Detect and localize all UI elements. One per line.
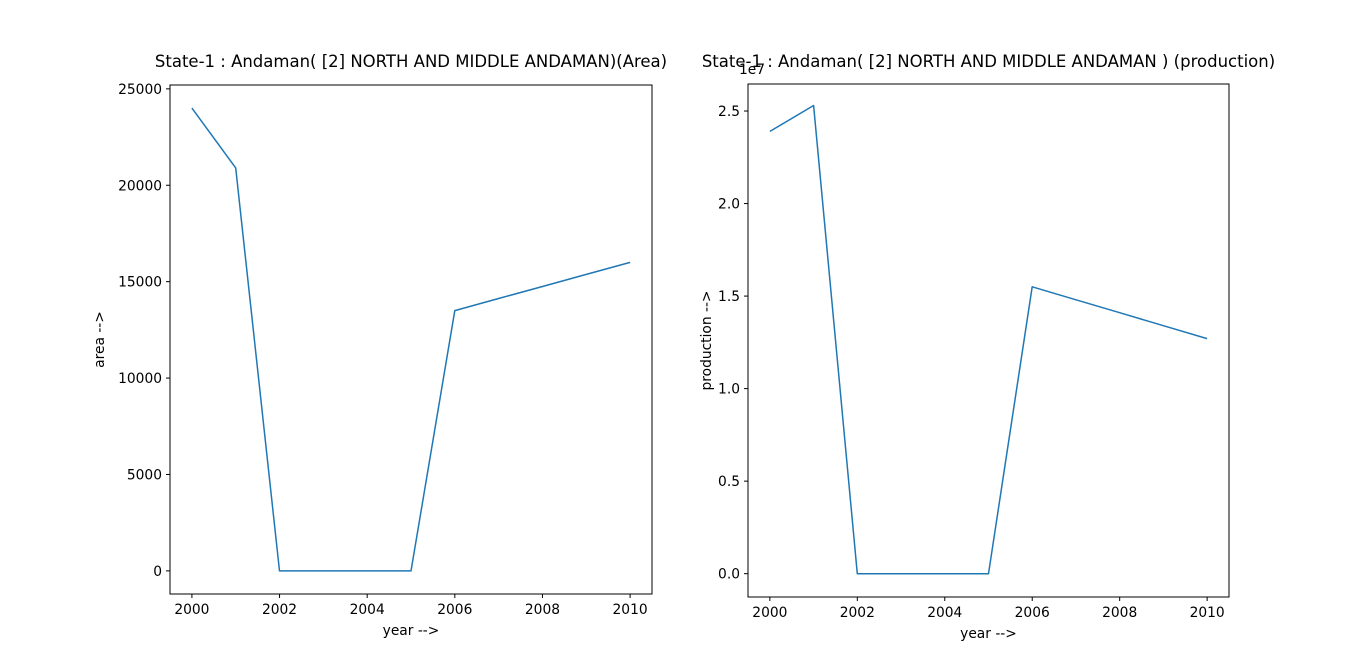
data-line-series	[191, 107, 631, 572]
x-tick-label: 2000	[174, 602, 209, 618]
area-chart-title: State-1 : Andaman( [2] NORTH AND MIDDLE …	[154, 52, 668, 71]
y-tick-label: 1.0	[718, 382, 740, 398]
y-tick-label: 0.5	[718, 474, 740, 490]
x-tick-label: 2006	[1015, 605, 1050, 621]
y-tick-label: 5000	[127, 467, 162, 483]
y-tick-label: 1.5	[718, 289, 740, 305]
y-axis-offset-1e7-label: 1e7	[739, 62, 766, 78]
x-axis-label: year -->	[960, 626, 1017, 642]
y-axis-label: production -->	[699, 291, 715, 391]
x-tick-label: 2006	[437, 602, 472, 618]
x-tick-label: 2000	[752, 605, 787, 621]
y-tick-label: 10000	[118, 371, 162, 387]
x-tick-label: 2008	[1102, 605, 1137, 621]
y-tick-label: 2.5	[718, 104, 740, 120]
y-tick-label: 20000	[118, 178, 162, 194]
y-tick-label: 0	[153, 564, 162, 580]
y-tick-label: 0.0	[718, 567, 740, 583]
y-tick-label: 25000	[118, 82, 162, 98]
y-tick-label: 15000	[118, 275, 162, 291]
x-tick-label: 2008	[525, 602, 560, 618]
x-axis-label: year -->	[383, 623, 440, 639]
axes-frame	[169, 84, 653, 595]
x-tick-label: 2004	[927, 605, 962, 621]
x-tick-label: 2002	[840, 605, 875, 621]
x-tick-label: 2002	[262, 602, 297, 618]
axes-frame	[747, 83, 1230, 598]
x-tick-label: 2010	[613, 602, 648, 618]
y-tick-label: 2.0	[718, 197, 740, 213]
x-tick-label: 2010	[1190, 605, 1225, 621]
production-chart-title: State-1 : Andaman( [2] NORTH AND MIDDLE …	[701, 52, 1276, 71]
x-tick-label: 2004	[350, 602, 385, 618]
data-line-series	[769, 104, 1208, 575]
y-axis-label: area -->	[92, 311, 108, 368]
